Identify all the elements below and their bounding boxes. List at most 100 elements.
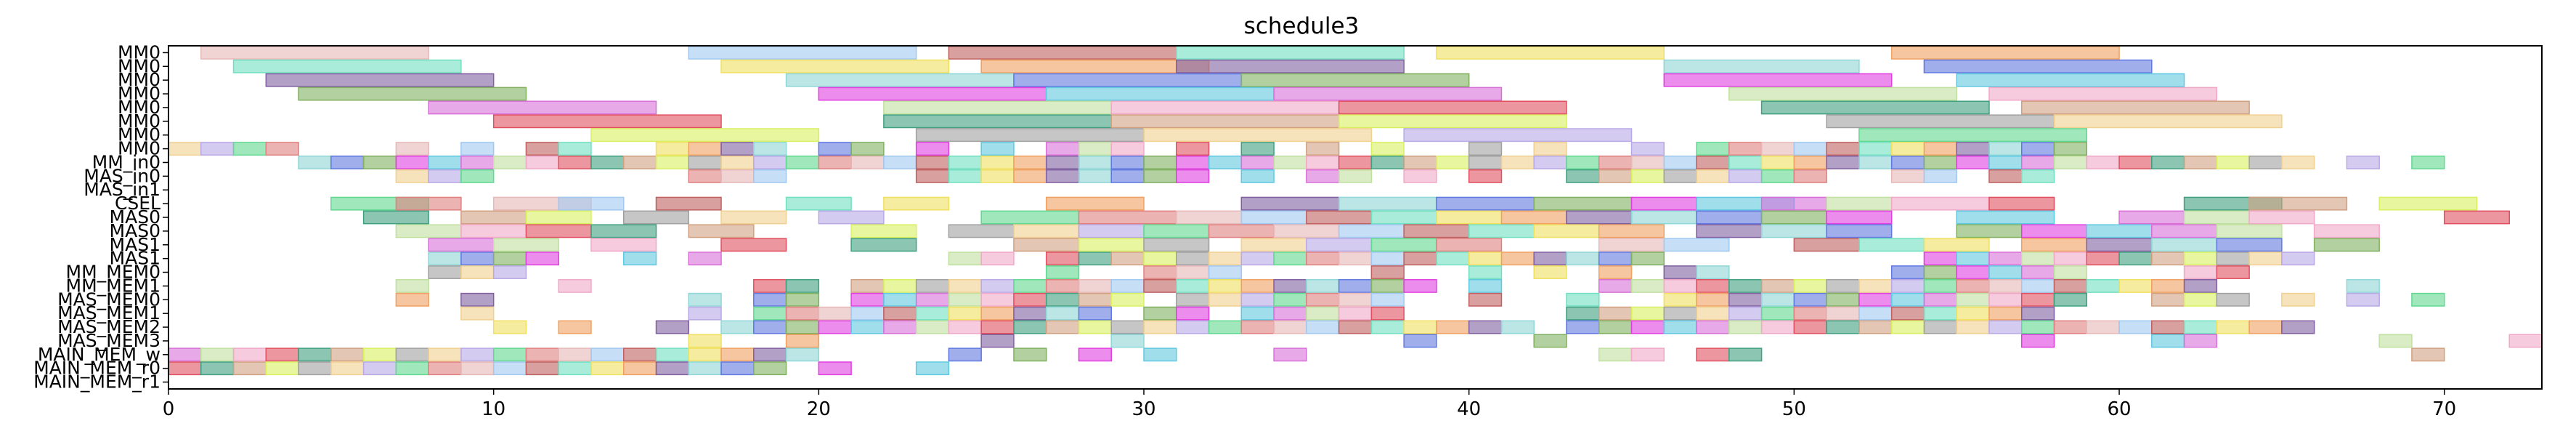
gantt-bar: [1956, 252, 1990, 266]
gantt-bar: [428, 252, 462, 266]
gantt-bar: [1826, 142, 1860, 156]
y-tick-label: MM0: [118, 41, 161, 63]
gantt-bar: [2151, 224, 2218, 238]
gantt-bar: [1696, 278, 1730, 293]
gantt-bar: [655, 156, 690, 169]
gantt-bar: [1923, 278, 1957, 293]
gantt-bar: [1273, 292, 1307, 307]
gantt-bar: [1793, 320, 1827, 334]
gantt-bar: [655, 361, 690, 376]
gantt-bar: [1338, 320, 1373, 334]
gantt-bar: [1208, 156, 1243, 169]
gantt-bar: [688, 292, 722, 307]
gantt-bar: [1436, 252, 1470, 266]
gantt-bar: [1240, 156, 1275, 169]
gantt-bar: [2118, 210, 2185, 225]
gantt-bar: [980, 252, 1015, 266]
gantt-bar: [525, 252, 559, 266]
gantt-bar: [1468, 252, 1503, 266]
gantt-bar: [1338, 278, 1373, 293]
gantt-bar: [980, 156, 1015, 169]
gantt-bar: [1338, 224, 1405, 238]
gantt-bar: [2216, 238, 2283, 252]
gantt-bar: [395, 156, 429, 169]
gantt-bar: [753, 278, 787, 293]
gantt-bar: [2248, 210, 2315, 225]
gantt-bar: [2151, 334, 2185, 348]
gantt-bar: [2020, 169, 2055, 183]
gantt-bar: [1858, 278, 1893, 293]
y-tick-label: MAS0: [110, 220, 161, 241]
gantt-bar: [1468, 265, 1503, 279]
gantt-bar: [720, 59, 950, 73]
gantt-bar: [1663, 292, 1697, 307]
gantt-bar: [818, 361, 852, 376]
gantt-bar: [1436, 46, 1665, 60]
gantt-bar: [1956, 142, 1990, 156]
gantt-bar: [1956, 156, 1990, 169]
gantt-bar: [395, 347, 429, 362]
gantt-bar: [1956, 292, 1990, 307]
gantt-bar: [1728, 87, 1957, 101]
gantt-bar: [265, 361, 299, 376]
gantt-bar: [1436, 320, 1470, 334]
gantt-bar: [720, 361, 755, 376]
gantt-bar: [980, 306, 1015, 321]
gantt-bar: [883, 100, 1112, 115]
gantt-bar: [1890, 169, 1925, 183]
gantt-bar: [1598, 156, 1633, 169]
gantt-bar: [1110, 320, 1145, 334]
gantt-bar: [915, 278, 950, 293]
gantt-bar: [2020, 320, 2055, 334]
gantt-bar: [785, 347, 820, 362]
gantt-bar: [1533, 142, 1567, 156]
x-tick-label: 50: [1782, 398, 1806, 420]
gantt-bar: [2281, 292, 2315, 307]
gantt-bar: [720, 142, 755, 156]
gantt-bar: [1598, 252, 1633, 266]
gantt-bar: [492, 265, 527, 279]
gantt-bar: [1988, 156, 2023, 169]
gantt-bar: [2216, 265, 2250, 279]
gantt-bar: [2346, 156, 2380, 169]
gantt-bar: [1273, 224, 1340, 238]
gantt-bar: [2053, 265, 2088, 279]
gantt-bar: [1176, 46, 1405, 60]
gantt-bar: [1013, 156, 1047, 169]
gantt-bar: [1988, 142, 2023, 156]
gantt-bar: [1988, 87, 2218, 101]
gantt-bar: [1078, 278, 1112, 293]
gantt-bar: [1696, 306, 1730, 321]
x-tick-label: 40: [1457, 398, 1481, 420]
y-tick-label: MM_MEM1: [66, 275, 161, 296]
gantt-bar: [200, 361, 235, 376]
y-tick-label: CSEL: [115, 193, 161, 214]
gantt-bar: [1826, 320, 1860, 334]
gantt-bar: [2378, 196, 2478, 211]
gantt-bar: [200, 142, 235, 156]
gantt-bar: [1826, 306, 1860, 321]
gantt-bar: [232, 347, 267, 362]
gantt-bar: [1500, 156, 1535, 169]
gantt-bar: [525, 224, 592, 238]
gantt-bar: [622, 156, 657, 169]
gantt-bar: [2020, 306, 2055, 321]
gantt-bar: [298, 347, 332, 362]
gantt-bar: [2443, 210, 2510, 225]
gantt-bar: [1663, 278, 1697, 293]
gantt-bar: [1630, 169, 1665, 183]
gantt-bar: [655, 347, 690, 362]
gantt-bar: [460, 224, 527, 238]
gantt-bar: [1176, 320, 1210, 334]
gantt-bar: [558, 156, 592, 169]
gantt-bar: [1760, 210, 1827, 225]
gantt-bar: [948, 292, 982, 307]
gantt-bar: [1273, 156, 1307, 169]
gantt-bar: [720, 169, 755, 183]
gantt-bar: [1728, 320, 1763, 334]
gantt-bar: [1793, 142, 1827, 156]
gantt-bar: [980, 334, 1015, 348]
gantt-bar: [2183, 210, 2250, 225]
gantt-bar: [1826, 278, 1860, 293]
gantt-bar: [1143, 347, 1177, 362]
